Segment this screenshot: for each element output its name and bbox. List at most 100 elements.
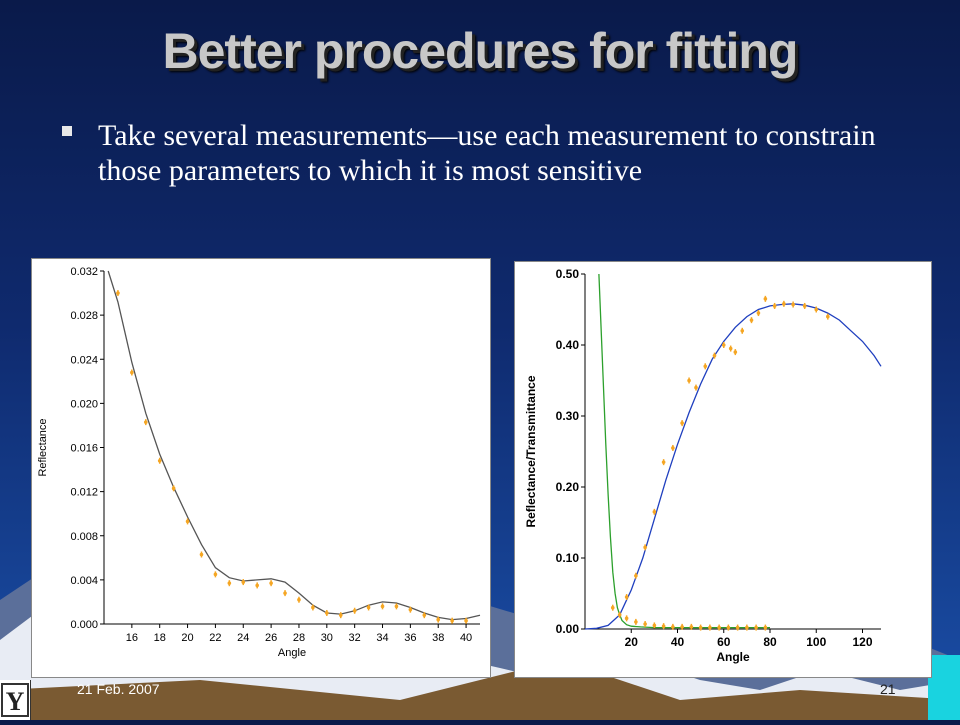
data-point-marker — [408, 607, 413, 612]
y-tick-label: 0.50 — [556, 267, 580, 281]
data-point-marker — [728, 346, 733, 351]
data-point-marker — [634, 620, 638, 624]
data-point — [782, 300, 786, 307]
y-tick-label: 0.30 — [556, 409, 580, 423]
y-tick-label: 0.024 — [70, 354, 98, 366]
data-point — [297, 596, 301, 603]
data-point-marker — [436, 617, 441, 622]
data-point-marker — [756, 311, 761, 315]
data-point — [311, 604, 315, 611]
data-point — [728, 345, 733, 352]
data-point-marker — [652, 623, 657, 628]
data-point-marker — [643, 545, 647, 550]
data-point — [338, 612, 343, 619]
x-tick-label: 24 — [237, 632, 249, 644]
data-point — [408, 606, 413, 613]
data-point-marker — [643, 622, 647, 626]
data-point-marker — [422, 613, 427, 617]
data-point — [671, 623, 675, 630]
data-point-marker — [325, 611, 329, 615]
data-point — [255, 582, 259, 589]
y-tick-label: 0.028 — [70, 310, 98, 322]
data-point — [733, 349, 738, 356]
y-tick-label: 0.000 — [70, 619, 98, 631]
data-point-marker — [213, 572, 218, 577]
data-point-marker — [130, 370, 134, 375]
x-tick-label: 32 — [349, 632, 361, 644]
data-point — [687, 377, 691, 384]
data-point — [283, 590, 287, 597]
data-point — [671, 444, 675, 451]
data-point-marker — [694, 385, 698, 390]
data-point — [617, 611, 622, 618]
y-axis-label: Reflectance — [37, 418, 49, 476]
x-tick-label: 100 — [806, 635, 826, 649]
data-point — [661, 623, 666, 630]
data-point — [352, 607, 357, 614]
data-point — [735, 624, 740, 631]
x-tick-label: 38 — [432, 632, 444, 644]
data-point-marker — [740, 329, 745, 333]
data-point-marker — [464, 618, 468, 623]
svg-text:Y: Y — [6, 687, 25, 716]
data-point — [745, 624, 749, 631]
series-line-1 — [584, 303, 882, 630]
data-point — [643, 621, 647, 628]
data-point-marker — [814, 307, 819, 312]
data-point-marker — [791, 302, 795, 307]
data-point-marker — [671, 625, 675, 629]
x-tick-label: 16 — [126, 632, 138, 644]
data-point — [802, 302, 807, 309]
data-point-marker — [157, 458, 162, 463]
data-point — [689, 623, 694, 630]
x-tick-label: 22 — [209, 632, 221, 644]
data-point — [157, 457, 162, 464]
x-tick-label: 120 — [852, 635, 872, 649]
x-tick-label: 30 — [321, 632, 333, 644]
data-point-marker — [802, 304, 807, 308]
data-point — [680, 623, 684, 630]
data-point — [694, 384, 698, 391]
reflectance-transmittance-chart-panel: 0.00 0.10 0.20 0.30 0.40 0.50 20 40 60 80 100 120 An… — [514, 261, 932, 678]
x-tick-label: 80 — [763, 635, 777, 649]
reflectance-transmittance-chart: 0.00 0.10 0.20 0.30 0.40 0.50 20 40 60 80 100 120 An… — [524, 267, 882, 664]
y-tick-label: 0.10 — [556, 551, 580, 565]
footer-date: 21 Feb. 2007 — [77, 681, 160, 697]
data-point-marker — [671, 446, 675, 450]
data-point — [652, 508, 657, 515]
data-point-marker — [733, 350, 738, 354]
data-point-marker — [661, 624, 666, 628]
data-point — [680, 420, 684, 427]
y-tick-label: 0.016 — [70, 443, 98, 455]
y-tick-label: 0.012 — [70, 487, 98, 499]
data-point — [464, 617, 468, 624]
data-point-marker — [610, 605, 615, 610]
x-tick-label: 40 — [460, 632, 472, 644]
data-point-marker — [680, 421, 684, 425]
data-point-marker — [687, 378, 691, 383]
data-point — [814, 306, 819, 313]
series-line-0 — [598, 273, 770, 629]
data-point — [756, 310, 761, 317]
data-point — [325, 609, 329, 616]
data-point — [227, 580, 232, 587]
data-point — [708, 624, 712, 631]
data-point-marker — [634, 573, 638, 578]
data-point — [754, 624, 758, 631]
data-point — [698, 624, 703, 631]
y-tick-label: 0.008 — [70, 531, 98, 543]
data-point — [116, 290, 120, 297]
x-axis-label: Angle — [716, 650, 750, 664]
data-point — [634, 618, 638, 625]
data-point — [610, 604, 615, 611]
data-point-marker — [143, 420, 148, 424]
data-point-marker — [754, 625, 758, 630]
data-point — [143, 419, 148, 426]
data-point — [726, 624, 731, 631]
y-axis-label: Reflectance/Transmittance — [524, 375, 538, 527]
x-tick-label: 60 — [717, 635, 731, 649]
slide-title: Better procedures for fitting — [162, 23, 799, 79]
data-point-marker — [617, 613, 622, 617]
page-number: 21 — [880, 681, 896, 697]
data-point — [422, 612, 427, 619]
